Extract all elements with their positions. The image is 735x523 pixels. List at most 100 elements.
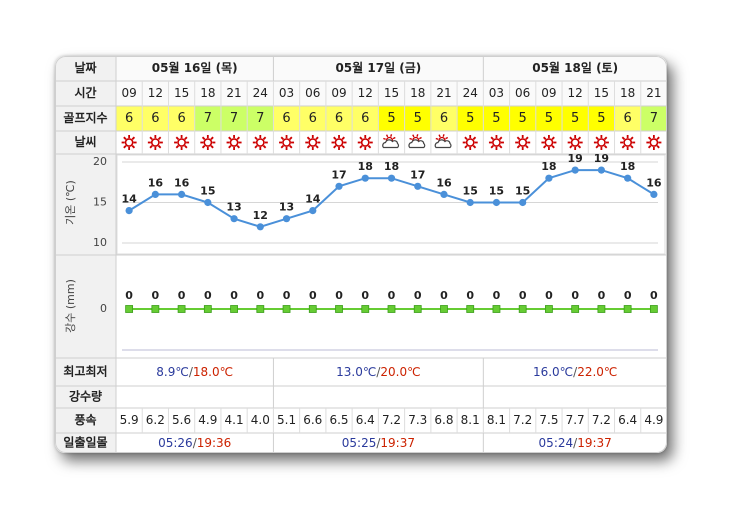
golf-index-cell (509, 106, 536, 131)
temp-axis-label: 기온 (℃) (64, 180, 77, 225)
temp-point (309, 207, 317, 215)
sun-icon (174, 135, 190, 150)
time-cell: 18 (620, 86, 635, 100)
cloud-sun-icon (408, 134, 426, 149)
rain-point (649, 305, 658, 313)
card-border (55, 56, 667, 453)
sun-icon (252, 135, 268, 150)
golf-index-value: 5 (545, 111, 553, 126)
golf-index-cell (535, 106, 563, 131)
sun-icon (357, 135, 373, 150)
rain-data-label: 0 (204, 289, 212, 302)
temp-point (125, 207, 133, 215)
temp-point (256, 223, 264, 231)
rain-tick-label: 0 (100, 302, 107, 315)
golf-index-cell (325, 106, 353, 131)
row-label-weather: 날씨 (74, 135, 96, 149)
rain-data-label: 0 (125, 289, 133, 302)
golf-index-cell (273, 106, 300, 131)
temp-point (466, 198, 474, 207)
golf-index-cell (247, 106, 274, 131)
temp-data-label: 16 (174, 176, 190, 189)
golf-index-cell (299, 106, 326, 131)
temp-high: 18.0℃ (193, 365, 233, 379)
golf-index-cell (194, 106, 221, 131)
time-cell: 24 (253, 86, 268, 100)
wind-speed-value: 5.9 (120, 413, 139, 427)
temp-data-label: 15 (515, 185, 530, 198)
rain-point (125, 305, 134, 313)
rain-data-label: 0 (361, 289, 369, 302)
time-cell: 12 (148, 86, 163, 100)
temp-data-label: 17 (331, 168, 346, 181)
wind-speed-value: 4.9 (198, 413, 217, 427)
row-label-date: 날짜 (74, 60, 96, 75)
sun-icon (147, 135, 163, 150)
golf-index-value: 5 (571, 111, 579, 126)
sun-icon (567, 135, 583, 150)
temp-data-label: 14 (121, 193, 137, 206)
golf-index-value: 7 (204, 111, 212, 126)
rain-data-label: 0 (256, 289, 264, 302)
wind-speed-value: 5.1 (277, 413, 296, 427)
temp-point (151, 190, 159, 198)
wind-speed-value: 7.2 (382, 413, 401, 427)
golf-index-cell (404, 106, 431, 131)
rain-point (256, 305, 265, 313)
time-cell: 21 (436, 86, 451, 100)
sun-icon (515, 135, 531, 150)
row-label-precip-amount: 강수량 (69, 390, 102, 404)
sunrise-time: 05:25 (342, 436, 377, 450)
rain-data-label: 0 (309, 289, 317, 302)
sun-icon (331, 135, 347, 150)
sun-icon (305, 135, 321, 150)
temp-point (361, 174, 369, 182)
rain-data-label: 0 (466, 289, 474, 302)
sun-icon (121, 135, 137, 150)
time-cell: 09 (541, 86, 556, 100)
temp-point (230, 215, 238, 223)
temp-point (440, 190, 448, 198)
golf-index-value: 5 (492, 111, 500, 126)
sun-icon (226, 135, 242, 150)
rain-data-label: 0 (440, 289, 448, 302)
temp-low: 16.0℃ (533, 365, 573, 379)
wind-speed-value: 7.2 (592, 413, 611, 427)
rain-point (518, 305, 527, 313)
temp-data-label: 18 (620, 160, 635, 173)
time-cell: 06 (305, 86, 320, 100)
temp-data-label: 14 (305, 193, 321, 206)
wind-speed-value: 6.6 (303, 413, 322, 427)
golf-index-value: 5 (519, 111, 527, 126)
rain-point (545, 305, 553, 313)
temp-point (387, 174, 396, 182)
time-cell: 06 (515, 86, 530, 100)
sunrise-sunset: 05:25/19:37 (342, 436, 415, 450)
wind-speed-value: 6.2 (146, 413, 165, 427)
time-cell: 24 (463, 86, 478, 100)
sun-icon (541, 135, 557, 150)
rain-point (308, 305, 317, 313)
temp-data-label: 16 (436, 176, 452, 189)
time-cell: 15 (594, 86, 609, 100)
temp-data-label: 15 (463, 185, 478, 198)
time-cell: 21 (646, 86, 661, 100)
rain-axis-label: 강수 (mm) (64, 279, 77, 333)
time-cell: 15 (384, 86, 399, 100)
rain-point (440, 305, 448, 313)
temp-data-label: 19 (568, 152, 583, 165)
temp-data-label: 15 (489, 185, 504, 198)
wind-speed-value: 6.4 (356, 413, 375, 427)
time-cell: 03 (489, 86, 504, 100)
time-cell: 09 (121, 86, 136, 100)
temp-point (597, 166, 606, 174)
min-max-temp: 8.9℃/18.0℃ (156, 365, 233, 379)
rain-data-label: 0 (624, 289, 632, 302)
temp-data-label: 18 (358, 160, 373, 173)
rain-point (151, 305, 160, 313)
wind-speed-value: 8.1 (487, 413, 506, 427)
time-cell: 18 (410, 86, 425, 100)
wind-speed-value: 4.1 (225, 413, 244, 427)
temp-tick-label: 10 (93, 236, 107, 249)
temp-data-label: 13 (279, 201, 294, 214)
